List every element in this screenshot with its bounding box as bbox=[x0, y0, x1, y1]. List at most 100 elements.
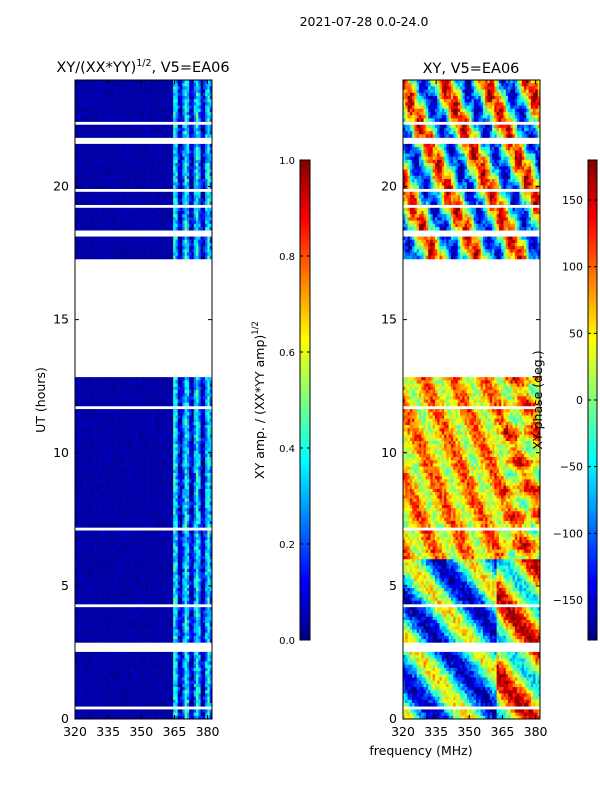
amplitude-cell bbox=[127, 242, 131, 247]
amplitude-cell bbox=[166, 198, 169, 202]
amplitude-cell bbox=[129, 111, 133, 116]
amplitude-cell bbox=[154, 434, 158, 439]
amplitude-cell bbox=[141, 102, 144, 106]
amplitude-cell bbox=[125, 428, 128, 432]
amplitude-cell bbox=[186, 172, 190, 177]
amplitude-cell bbox=[177, 472, 181, 477]
amplitude-cell bbox=[84, 239, 87, 244]
amplitude-cell bbox=[173, 377, 176, 381]
amplitude-cell bbox=[173, 86, 176, 90]
amplitude-cell bbox=[173, 108, 176, 113]
amplitude-cell bbox=[191, 115, 195, 119]
amplitude-cell bbox=[173, 95, 176, 100]
amplitude-cell bbox=[97, 249, 101, 253]
amplitude-cell bbox=[186, 437, 190, 442]
amplitude-cell bbox=[132, 220, 135, 225]
amplitude-cell bbox=[180, 460, 183, 464]
amplitude-cell bbox=[125, 99, 128, 103]
amplitude-cell bbox=[164, 127, 167, 132]
amplitude-cell bbox=[116, 95, 119, 100]
amplitude-cell bbox=[120, 239, 124, 244]
amplitude-cell bbox=[182, 418, 185, 423]
amplitude-cell bbox=[143, 460, 147, 464]
amplitude-cell bbox=[79, 83, 83, 87]
amplitude-cell bbox=[120, 377, 124, 381]
amplitude-cell bbox=[191, 441, 195, 445]
amplitude-cell bbox=[129, 437, 133, 442]
amplitude-cell bbox=[136, 198, 140, 202]
amplitude-cell bbox=[164, 425, 167, 429]
amplitude-cell bbox=[111, 460, 115, 464]
amplitude-cell bbox=[122, 441, 126, 445]
amplitude-cell bbox=[138, 476, 142, 480]
amplitude-cell bbox=[120, 236, 124, 241]
amplitude-cell bbox=[200, 393, 204, 397]
amplitude-cell bbox=[145, 479, 149, 483]
amplitude-cell bbox=[100, 434, 103, 439]
amplitude-cell bbox=[136, 242, 140, 247]
amplitude-cell bbox=[157, 99, 160, 103]
amplitude-cell bbox=[209, 89, 213, 94]
amplitude-cell bbox=[136, 191, 140, 196]
amplitude-cell bbox=[184, 102, 188, 106]
amplitude-cell bbox=[136, 182, 140, 186]
amplitude-cell bbox=[93, 249, 96, 253]
amplitude-cell bbox=[102, 153, 106, 158]
amplitude-cell bbox=[180, 89, 183, 94]
amplitude-cell bbox=[175, 437, 179, 442]
amplitude-cell bbox=[111, 377, 115, 381]
amplitude-cell bbox=[97, 383, 101, 388]
amplitude-cell bbox=[191, 482, 195, 487]
amplitude-cell bbox=[75, 476, 78, 480]
amplitude-cell bbox=[88, 201, 92, 205]
amplitude-cell bbox=[116, 453, 119, 458]
amplitude-cell bbox=[200, 402, 204, 407]
amplitude-cell bbox=[138, 226, 142, 231]
amplitude-cell bbox=[150, 115, 153, 119]
amplitude-cell bbox=[161, 80, 165, 84]
amplitude-cell bbox=[125, 105, 128, 110]
amplitude-cell bbox=[159, 479, 163, 483]
amplitude-cell bbox=[75, 131, 78, 135]
amplitude-cell bbox=[104, 441, 108, 445]
amplitude-cell bbox=[157, 150, 160, 154]
amplitude-cell bbox=[125, 156, 128, 161]
amplitude-cell bbox=[166, 201, 169, 205]
amplitude-cell bbox=[193, 153, 197, 158]
amplitude-cell bbox=[79, 399, 83, 404]
amplitude-cell bbox=[200, 89, 204, 94]
amplitude-cell bbox=[95, 428, 99, 432]
amplitude-cell bbox=[79, 380, 83, 384]
amplitude-cell bbox=[118, 220, 122, 225]
amplitude-cell bbox=[75, 425, 78, 429]
amplitude-cell bbox=[152, 156, 156, 161]
amplitude-cell bbox=[180, 444, 183, 448]
amplitude-cell bbox=[143, 134, 147, 138]
amplitude-cell bbox=[136, 402, 140, 407]
amplitude-cell bbox=[150, 131, 153, 135]
amplitude-cell bbox=[136, 249, 140, 253]
amplitude-cell bbox=[106, 242, 110, 247]
amplitude-cell bbox=[136, 460, 140, 464]
amplitude-cell bbox=[145, 441, 149, 445]
amplitude-cell bbox=[159, 175, 163, 180]
amplitude-cell bbox=[95, 242, 99, 247]
amplitude-cell bbox=[93, 191, 96, 196]
amplitude-cell bbox=[207, 412, 211, 416]
amplitude-cell bbox=[90, 166, 94, 170]
amplitude-cell bbox=[154, 159, 158, 164]
amplitude-cell bbox=[170, 393, 174, 397]
amplitude-cell bbox=[95, 386, 99, 391]
amplitude-cell bbox=[129, 223, 133, 228]
amplitude-cell bbox=[136, 153, 140, 158]
amplitude-cell bbox=[81, 463, 85, 467]
amplitude-cell bbox=[191, 185, 195, 189]
amplitude-cell bbox=[97, 479, 101, 483]
amplitude-cell bbox=[95, 389, 99, 394]
amplitude-cell bbox=[207, 434, 211, 439]
amplitude-cell bbox=[127, 134, 131, 138]
amplitude-cell bbox=[132, 402, 135, 407]
amplitude-cell bbox=[104, 172, 108, 177]
amplitude-cell bbox=[196, 463, 199, 467]
amplitude-cell bbox=[205, 131, 208, 135]
